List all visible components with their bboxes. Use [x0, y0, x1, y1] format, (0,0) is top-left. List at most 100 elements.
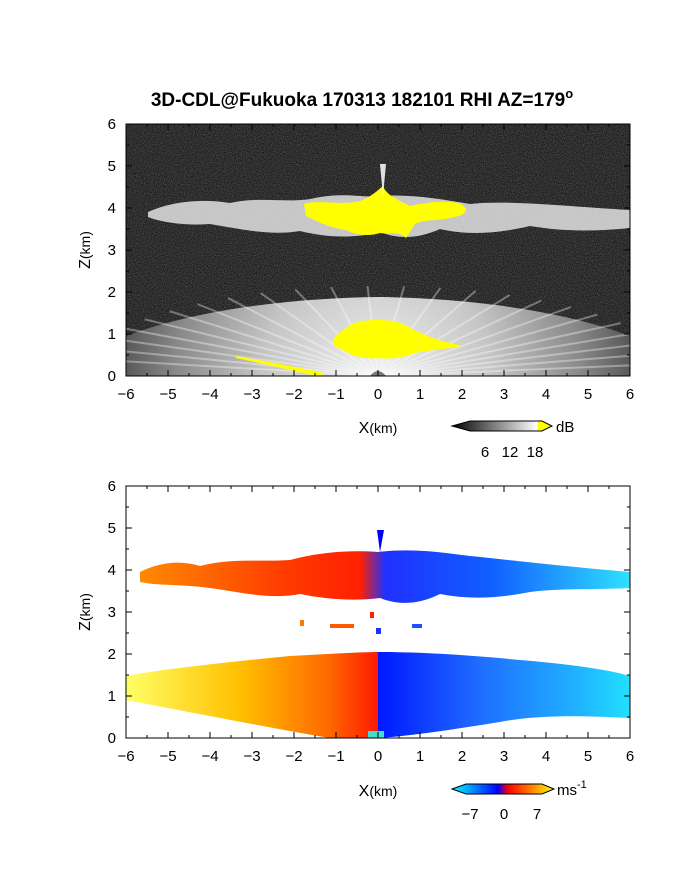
fan-ray — [377, 294, 511, 376]
doppler-colorbar-tick: −7 — [461, 806, 478, 823]
x-tick-label: −6 — [117, 748, 134, 765]
doppler-colorbar-tick: 7 — [533, 806, 541, 823]
backscatter-y-ticks: 0 1 2 3 4 5 6 — [108, 116, 630, 385]
fan-ray — [377, 313, 598, 376]
x-tick-label: 5 — [584, 748, 592, 765]
backscatter-colorbar-tick: 6 — [481, 444, 489, 461]
sparse-echo — [330, 624, 354, 628]
y-tick-label: 6 — [108, 478, 116, 495]
fan-ray — [169, 310, 379, 376]
y-tick-label: 2 — [108, 284, 116, 301]
fan-ray — [377, 290, 477, 376]
y-tick-label: 5 — [108, 158, 116, 175]
sparse-echo — [412, 624, 422, 628]
doppler-y-axis-label: Z(km) — [77, 593, 94, 631]
doppler-colorbar-tick: 0 — [500, 806, 508, 823]
backscatter-colorbar-unit: dB — [556, 419, 574, 436]
fan-ray — [126, 327, 379, 376]
fan-ray — [377, 322, 621, 376]
fan-ray — [197, 303, 379, 376]
fan-ray — [126, 360, 379, 376]
x-tick-label: −2 — [285, 386, 302, 403]
fan-ray — [126, 339, 379, 376]
boundary-layer-positive-region — [126, 652, 378, 738]
x-tick-label: 6 — [626, 748, 634, 765]
boundary-layer-negative-region — [378, 652, 630, 738]
x-tick-label: 0 — [374, 748, 382, 765]
x-tick-label: −4 — [201, 386, 218, 403]
y-tick-label: 0 — [108, 730, 116, 747]
x-tick-label: −5 — [159, 748, 176, 765]
x-tick-label: 1 — [416, 386, 424, 403]
fan-ray — [126, 350, 379, 376]
x-tick-label: 2 — [458, 748, 466, 765]
fan-ray — [260, 292, 379, 376]
y-tick-label: 6 — [108, 116, 116, 133]
backscatter-x-axis-label: X(km) — [359, 420, 398, 437]
fan-ray — [377, 306, 572, 376]
backscatter-colorbar: dB 6 12 18 — [450, 419, 574, 461]
y-tick-label: 0 — [108, 368, 116, 385]
y-tick-label: 1 — [108, 688, 116, 705]
figure-title: 3D-CDL@Fukuoka 170313 182101 RHI AZ=179o — [151, 86, 573, 111]
doppler-x-axis-label: X(km) — [359, 783, 398, 800]
fan-ray — [377, 344, 630, 376]
y-tick-label: 5 — [108, 520, 116, 537]
doppler-colorbar-bar — [450, 783, 556, 795]
saturated-core-aloft — [304, 186, 466, 238]
y-tick-label: 1 — [108, 326, 116, 343]
backscatter-colorbar-tick: 18 — [527, 444, 544, 461]
fan-ray — [377, 333, 630, 376]
x-tick-label: −1 — [327, 748, 344, 765]
x-tick-label: 1 — [416, 748, 424, 765]
doppler-x-ticks: −6 −5 −4 −3 −2 −1 0 1 2 3 4 5 6 — [117, 486, 634, 765]
fan-ray — [377, 299, 542, 376]
x-tick-label: 4 — [542, 386, 550, 403]
y-tick-label: 4 — [108, 200, 116, 217]
x-tick-label: 6 — [626, 386, 634, 403]
x-tick-label: −2 — [285, 748, 302, 765]
cloud-layer-velocity — [140, 550, 630, 603]
x-tick-label: −3 — [243, 386, 260, 403]
sparse-echo — [376, 628, 381, 634]
fan-ray — [377, 354, 630, 376]
x-tick-label: −1 — [327, 386, 344, 403]
y-tick-label: 3 — [108, 604, 116, 621]
x-tick-label: 3 — [500, 386, 508, 403]
backscatter-colorbar-tick: 12 — [502, 444, 519, 461]
y-tick-label: 4 — [108, 562, 116, 579]
backscatter-colorbar-bar — [450, 420, 554, 432]
x-tick-label: 5 — [584, 386, 592, 403]
doppler-colorbar: ms-1 −7 0 7 — [450, 779, 587, 823]
sparse-echo — [370, 612, 374, 618]
fan-rays — [126, 285, 630, 376]
y-tick-label: 2 — [108, 646, 116, 663]
fan-ray — [227, 297, 379, 376]
x-tick-label: 4 — [542, 748, 550, 765]
x-tick-label: −4 — [201, 748, 218, 765]
x-tick-label: 2 — [458, 386, 466, 403]
spike-velocity — [377, 530, 384, 552]
doppler-y-ticks: 0 1 2 3 4 5 6 — [108, 478, 630, 747]
x-tick-label: −3 — [243, 748, 260, 765]
doppler-colorbar-unit: ms-1 — [557, 779, 587, 799]
saturated-core-near-ground — [333, 320, 462, 359]
backscatter-y-axis-label: Z(km) — [77, 231, 94, 269]
backscatter-x-ticks: −6 −5 −4 −3 −2 −1 0 1 2 3 4 5 6 — [117, 124, 634, 403]
sparse-echo — [300, 620, 304, 626]
doppler-heatmap — [126, 486, 630, 738]
fan-ray — [294, 288, 379, 376]
x-tick-label: 3 — [500, 748, 508, 765]
x-tick-label: 0 — [374, 386, 382, 403]
spike-artifact — [380, 164, 386, 196]
x-tick-label: −6 — [117, 386, 134, 403]
y-tick-label: 3 — [108, 242, 116, 259]
backscatter-heatmap — [126, 124, 630, 376]
ground-patch — [368, 731, 384, 738]
fan-ray — [144, 318, 379, 376]
x-tick-label: −5 — [159, 386, 176, 403]
fan-ray — [377, 364, 630, 376]
